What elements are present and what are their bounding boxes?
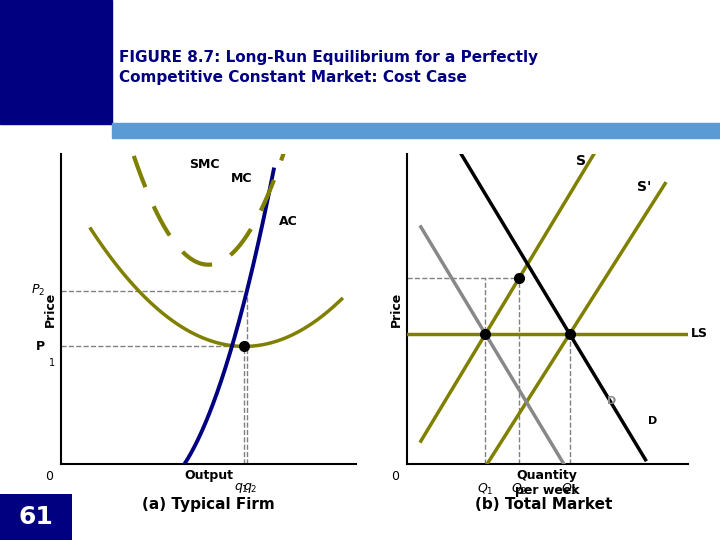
Text: (a) Typical Firm: (a) Typical Firm [143,497,275,512]
X-axis label: Output: Output [184,469,233,482]
Text: (b) Total Market: (b) Total Market [475,497,612,512]
Text: LS: LS [690,327,708,341]
Text: $Q_3$: $Q_3$ [562,482,578,497]
Text: $q_1$: $q_1$ [234,482,248,496]
Text: $Q_2$: $Q_2$ [511,482,527,497]
Text: 61: 61 [19,505,53,529]
Text: D: D [607,396,616,406]
Text: FIGURE 8.7: Long-Run Equilibrium for a Perfectly
Competitive Constant Market: Co: FIGURE 8.7: Long-Run Equilibrium for a P… [119,50,538,85]
Text: S: S [576,154,586,168]
Y-axis label: Price: Price [44,292,57,327]
Text: D: D [648,416,657,426]
Y-axis label: Price: Price [390,292,402,327]
Text: $Q_1$: $Q_1$ [477,482,494,497]
Text: S': S' [637,180,652,194]
Text: AC: AC [279,215,298,228]
Text: SMC: SMC [189,158,220,171]
Text: MC: MC [230,172,252,185]
X-axis label: Quantity
per week: Quantity per week [515,469,580,497]
Text: 0: 0 [45,470,53,483]
Text: $P_2$: $P_2$ [31,283,45,298]
Text: 1: 1 [48,359,55,368]
Text: 0: 0 [392,470,400,483]
Text: P: P [36,340,45,353]
Text: $q_2$: $q_2$ [243,482,257,496]
